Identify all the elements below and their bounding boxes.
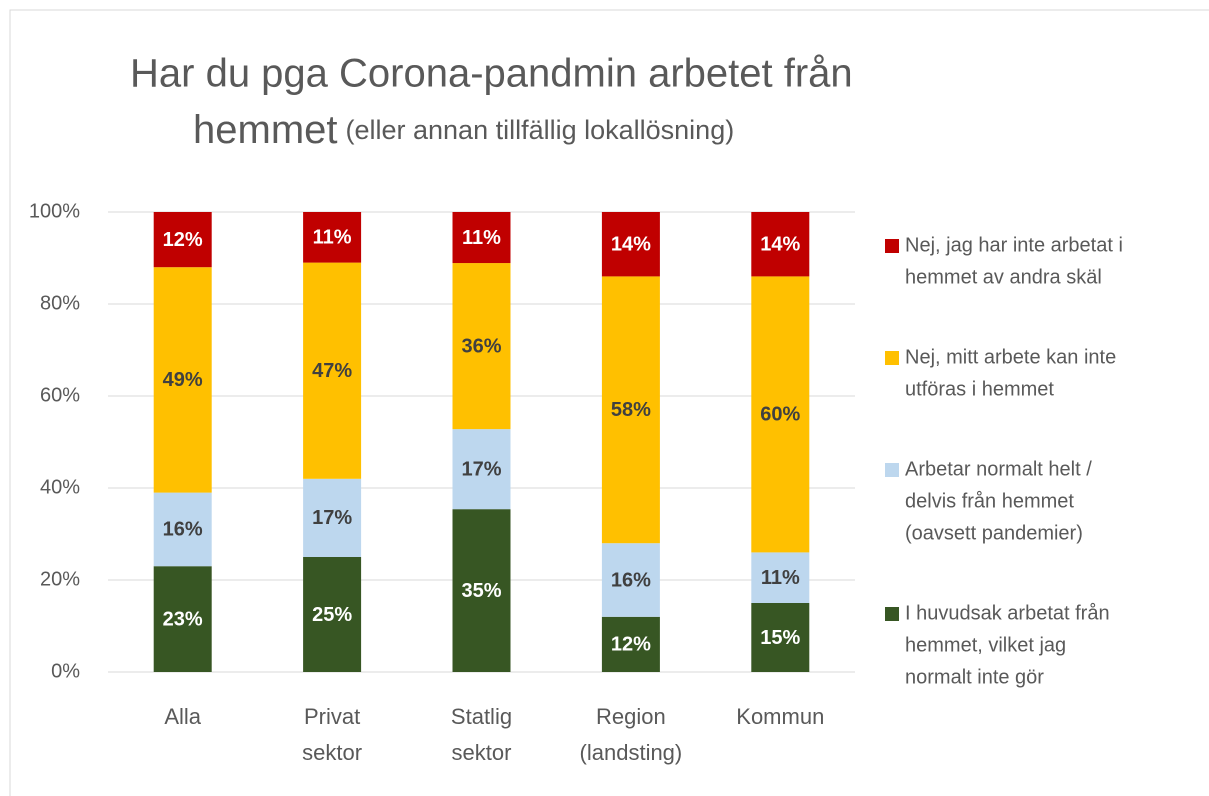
- y-tick-label: 80%: [40, 292, 80, 314]
- bar-segment: [153, 492, 212, 567]
- legend-label: hemmet av andra skäl: [905, 266, 1102, 288]
- chart-title-line: hemmet (eller annan tillfällig lokallösni…: [193, 108, 734, 152]
- legend-label: normalt inte gör: [905, 666, 1044, 688]
- bar-segment: [751, 212, 810, 277]
- legend-label: Nej, mitt arbete kan inte: [905, 346, 1116, 368]
- bar-segment: [601, 616, 660, 672]
- data-label: 49%: [163, 369, 203, 391]
- y-tick-label: 60%: [40, 384, 80, 406]
- bar-segment: [153, 212, 212, 268]
- bar-segment: [303, 557, 362, 672]
- data-label: 16%: [163, 519, 203, 541]
- y-tick-label: 20%: [40, 568, 80, 590]
- x-tick-label: Kommun: [736, 704, 824, 729]
- bar-segment: [601, 276, 660, 544]
- x-tick-label: Alla: [164, 704, 201, 729]
- legend-label: utföras i hemmet: [905, 378, 1054, 400]
- legend-label: delvis från hemmet: [905, 490, 1074, 512]
- data-label: 11%: [313, 227, 352, 249]
- data-label: 58%: [611, 399, 651, 421]
- legend-label: (oavsett pandemier): [905, 522, 1083, 544]
- bar-segment: [303, 478, 362, 557]
- data-label: 23%: [163, 608, 203, 630]
- bar-segment: [751, 603, 810, 672]
- legend-swatch: [885, 463, 899, 477]
- data-label: 12%: [163, 229, 203, 251]
- bar-segment: [601, 543, 660, 617]
- data-label: 17%: [312, 507, 352, 529]
- bar-segment: [153, 566, 212, 672]
- bar-segment: [751, 552, 810, 603]
- x-tick-label: Privat: [304, 704, 360, 729]
- chart-title: hemmet: [193, 108, 338, 152]
- data-label: 60%: [760, 404, 800, 426]
- x-tick-label: sektor: [452, 740, 512, 765]
- bar-segment: [452, 263, 511, 430]
- legend-swatch: [885, 351, 899, 365]
- legend-label: Nej, jag har inte arbetat i: [905, 234, 1123, 256]
- y-tick-label: 40%: [40, 476, 80, 498]
- bar-segment: [303, 262, 362, 479]
- data-label: 47%: [312, 360, 352, 382]
- y-tick-label: 0%: [51, 660, 80, 682]
- legend-label: Arbetar normalt helt /: [905, 458, 1092, 480]
- data-label: 25%: [312, 604, 352, 626]
- data-label: 11%: [462, 227, 501, 249]
- bar-segment: [452, 429, 511, 510]
- x-tick-label: Region: [596, 704, 666, 729]
- legend-label: hemmet, vilket jag: [905, 634, 1066, 656]
- data-label: 17%: [461, 458, 501, 480]
- data-label: 36%: [461, 335, 501, 357]
- bar-segment: [751, 276, 810, 553]
- bar-segment: [452, 212, 511, 264]
- chart-title: Har du pga Corona-pandmin arbetet från: [130, 52, 853, 96]
- data-label: 15%: [760, 627, 800, 649]
- legend-label: I huvudsak arbetat från: [905, 602, 1110, 624]
- legend-swatch: [885, 607, 899, 621]
- data-label: 12%: [611, 634, 651, 656]
- bar-segment: [303, 212, 362, 263]
- chart-subtitle: (eller annan tillfällig lokallösning): [346, 115, 735, 145]
- bar-segment: [601, 212, 660, 277]
- data-label: 35%: [461, 580, 501, 602]
- legend-swatch: [885, 239, 899, 253]
- bar-segment: [452, 509, 511, 672]
- bar-segment: [153, 267, 212, 493]
- data-label: 16%: [611, 569, 651, 591]
- x-tick-label: (landsting): [580, 740, 683, 765]
- x-tick-label: Statlig: [451, 704, 512, 729]
- y-tick-label: 100%: [29, 200, 80, 222]
- data-label: 14%: [611, 233, 651, 255]
- data-label: 14%: [760, 233, 800, 255]
- x-tick-label: sektor: [302, 740, 362, 765]
- data-label: 11%: [761, 567, 800, 589]
